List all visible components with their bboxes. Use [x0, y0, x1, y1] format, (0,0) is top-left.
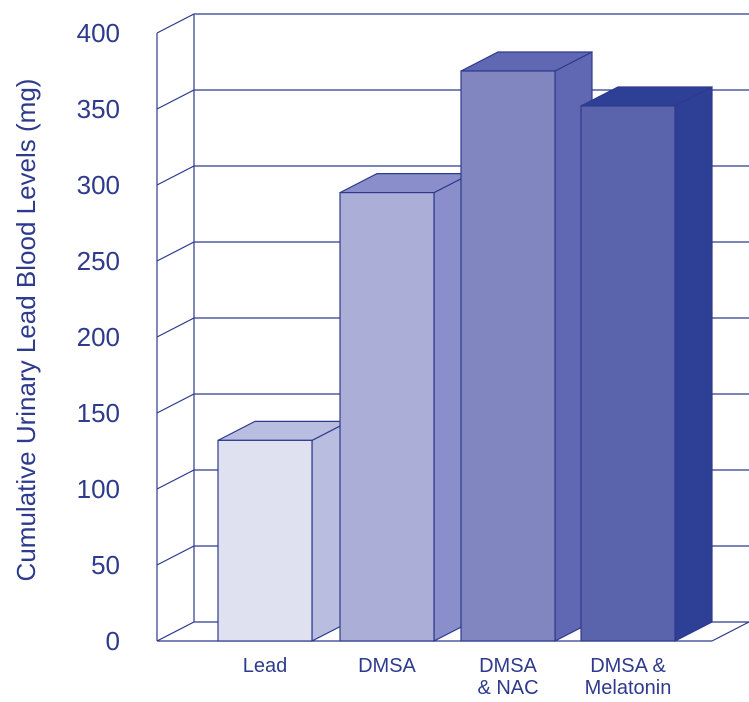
- bar-side-3: [674, 85, 713, 642]
- y-tick-label-3: 150: [77, 398, 120, 428]
- bar-1: [339, 172, 472, 642]
- bar-front-2: [460, 70, 556, 642]
- x-tick-labels: Lead DMSA DMSA & NAC DMSA & Melatonin: [243, 655, 672, 699]
- y-tick-label-6: 300: [77, 170, 120, 200]
- bar-3: [580, 85, 713, 642]
- chart-bars: [217, 51, 713, 642]
- x-tick-label-3: DMSA & Melatonin: [585, 655, 672, 699]
- y-tick-label-7: 350: [77, 94, 120, 124]
- y-tick-label-1: 50: [91, 550, 120, 580]
- y-tick-labels: 0 50 100 150 200 250 300 350 400: [77, 18, 120, 656]
- y-tick-label-4: 200: [77, 322, 120, 352]
- gridline-8: [156, 13, 749, 34]
- x-tick-label-1: DMSA: [358, 655, 416, 677]
- y-tick-label-8: 400: [77, 18, 120, 48]
- y-tick-label-0: 0: [106, 626, 120, 656]
- x-tick-label-2: DMSA & NAC: [477, 655, 538, 699]
- bar-0: [217, 420, 350, 642]
- y-tick-label-2: 100: [77, 474, 120, 504]
- floor-right-edge: [711, 621, 749, 642]
- bar-2: [460, 51, 593, 642]
- bar-front-1: [339, 192, 435, 642]
- y-axis-label: Cumulative Urinary Lead Blood Levels (mg…: [11, 79, 41, 582]
- bar-front-0: [217, 439, 313, 642]
- x-tick-label-0: Lead: [243, 655, 288, 677]
- y-tick-label-5: 250: [77, 246, 120, 276]
- bar-front-3: [580, 105, 676, 642]
